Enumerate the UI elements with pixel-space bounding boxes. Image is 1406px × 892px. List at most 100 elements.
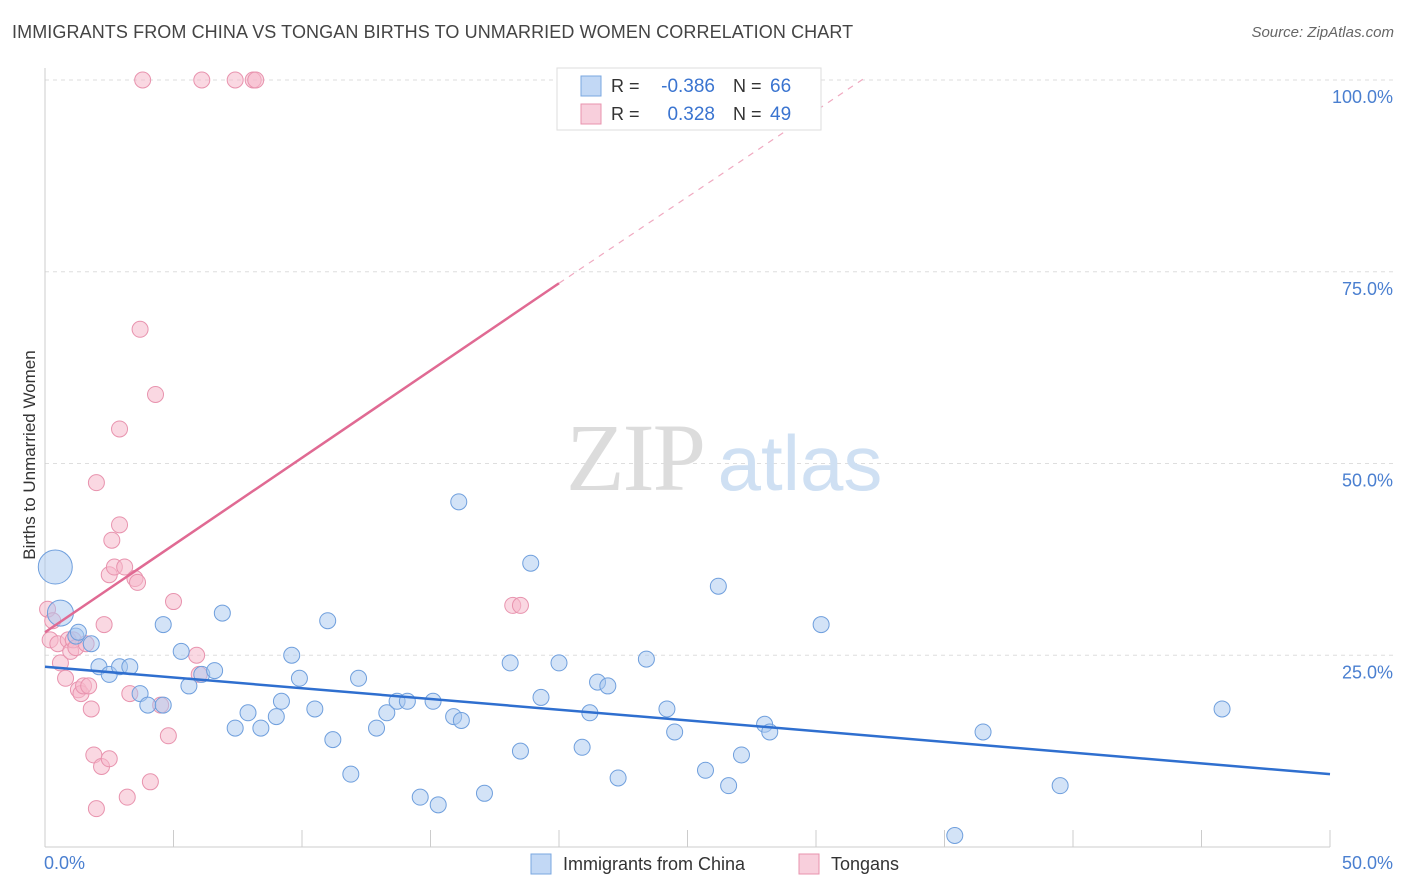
legend-bottom: Immigrants from China Tongans	[530, 853, 899, 875]
watermark-atlas: atlas	[718, 419, 883, 507]
legend-top-swatch-pink	[580, 103, 602, 125]
grid-lines	[45, 79, 1395, 656]
legend-swatch-china	[530, 853, 552, 875]
china-point	[1051, 777, 1069, 795]
tongans-point	[141, 773, 159, 791]
china-point	[239, 704, 257, 722]
china-point	[267, 708, 285, 726]
tongans-point	[159, 727, 177, 745]
china-point	[974, 723, 992, 741]
china-point	[475, 784, 493, 802]
china-point	[532, 688, 550, 706]
legend-top-n-label: N =	[733, 104, 762, 124]
tongans-point	[165, 593, 182, 611]
china-point	[206, 662, 224, 680]
y-tick-labels: 25.0% 50.0% 75.0% 100.0%	[1332, 87, 1393, 682]
y-tick-label: 25.0%	[1342, 662, 1393, 682]
tongans-point	[118, 788, 136, 806]
legend-top-r-value: -0.386	[661, 76, 715, 97]
china-point	[501, 654, 519, 672]
tongans-point	[247, 71, 265, 89]
china-point	[452, 711, 470, 729]
tongans-point	[147, 385, 165, 403]
china-point	[283, 646, 301, 664]
china-point	[573, 738, 591, 756]
tongans-point	[226, 71, 244, 89]
chart-title: IMMIGRANTS FROM CHINA VS TONGAN BIRTHS T…	[12, 22, 854, 42]
china-point	[324, 731, 342, 749]
tongans-point	[131, 320, 149, 338]
tongans-point	[111, 420, 129, 438]
china-point	[350, 669, 368, 687]
china-point	[306, 700, 324, 718]
tongans-point	[80, 677, 98, 695]
legend-swatch-tongans	[798, 853, 820, 875]
china-point	[450, 493, 468, 511]
tongans-point	[116, 558, 134, 576]
legend-label-tongans: Tongans	[831, 854, 899, 874]
chart-source: Source: ZipAtlas.com	[1251, 24, 1394, 41]
legend-top-swatch-blue	[580, 75, 602, 97]
tongans-point	[87, 800, 105, 818]
china-point	[658, 700, 676, 718]
china-point	[709, 577, 727, 595]
watermark-zip: ZIP	[566, 404, 704, 511]
china-point	[1213, 700, 1231, 718]
china-point	[154, 696, 172, 714]
legend-top: R = -0.386 N = 66 R = 0.328 N = 49	[556, 67, 822, 131]
legend-top-n-label: N =	[733, 76, 762, 96]
china-points	[37, 493, 1231, 844]
china-point	[522, 554, 540, 572]
china-point	[429, 796, 447, 814]
tongans-point	[95, 616, 113, 634]
legend-top-n-value: 49	[770, 104, 791, 125]
china-point	[720, 777, 738, 795]
china-trend-line	[44, 665, 1331, 776]
china-point	[342, 765, 360, 783]
china-point	[666, 723, 684, 741]
tongans-point	[511, 596, 529, 614]
legend-label-china: Immigrants from China	[563, 854, 746, 874]
china-point	[812, 616, 830, 634]
legend-top-n-value: 66	[770, 76, 791, 97]
tongans-point	[134, 71, 152, 89]
china-point	[272, 692, 290, 710]
china-point	[732, 746, 750, 764]
china-point	[37, 549, 73, 585]
watermark: ZIP atlas	[566, 404, 882, 511]
y-tick-label: 75.0%	[1342, 279, 1393, 299]
china-point	[378, 704, 396, 722]
china-point	[609, 769, 627, 787]
tongans-point	[82, 700, 100, 718]
china-point	[172, 642, 190, 660]
tongans-point	[57, 669, 75, 687]
tongans-point	[188, 646, 206, 664]
china-point	[946, 826, 964, 844]
x-tick-label: 0.0%	[44, 853, 85, 873]
tongans-trend-line	[44, 282, 560, 634]
y-tick-label: 100.0%	[1332, 87, 1393, 107]
axes	[44, 68, 1331, 848]
china-point	[637, 650, 655, 668]
tongans-point	[111, 516, 129, 534]
trend-lines	[44, 75, 1331, 776]
x-tick-label: 50.0%	[1342, 853, 1393, 873]
china-point	[154, 616, 172, 634]
china-point	[69, 623, 87, 641]
y-axis-label: Births to Unmarried Women	[20, 350, 39, 560]
china-point	[511, 742, 529, 760]
china-point	[550, 654, 568, 672]
legend-top-r-label: R =	[611, 76, 640, 96]
tongans-point	[129, 573, 147, 591]
china-point	[411, 788, 429, 806]
china-point	[290, 669, 308, 687]
tongans-point	[87, 474, 105, 492]
china-point	[599, 677, 617, 695]
china-point	[319, 612, 337, 630]
tongans-trend-extension	[558, 75, 868, 284]
legend-top-r-value: 0.328	[667, 104, 715, 125]
china-point	[213, 604, 231, 622]
china-point	[252, 719, 270, 737]
china-point	[139, 696, 157, 714]
